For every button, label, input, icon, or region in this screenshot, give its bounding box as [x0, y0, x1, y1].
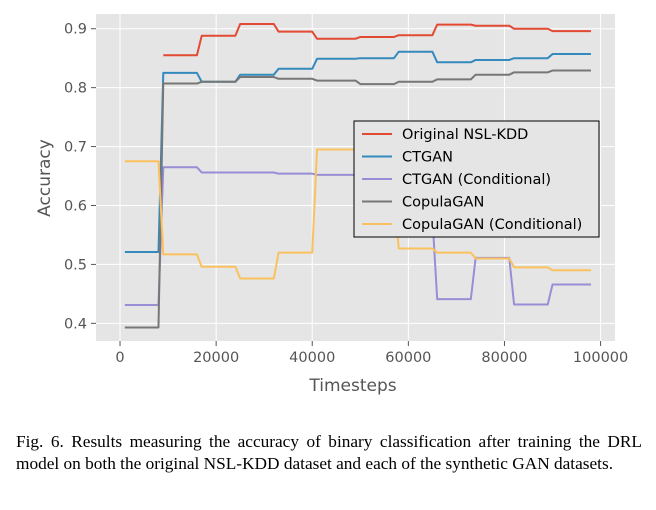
y-tick-label: 0.4	[64, 316, 87, 332]
series-line-original-nsl-kdd	[163, 23, 591, 57]
x-tick-label: 60000	[385, 350, 431, 366]
legend-label-original-nsl-kdd: Original NSL-KDD	[402, 127, 528, 143]
y-tick-label: 0.6	[64, 198, 87, 214]
series-line-copulagan	[124, 69, 591, 329]
x-tick-label: 20000	[193, 350, 239, 366]
x-axis-title: Timesteps	[308, 376, 396, 396]
y-tick-label: 0.7	[64, 140, 87, 156]
x-tick-label: 40000	[289, 350, 335, 366]
y-tick-label: 0.8	[64, 81, 87, 97]
legend-label-copulagan-conditional: CopulaGAN (Conditional)	[402, 217, 582, 233]
chart: 0 20000 40000 60000 80000 100000 0.4 0.5 0.6 0.7 0…	[35, 14, 628, 396]
legend-label-ctgan-conditional: CTGAN (Conditional)	[402, 172, 551, 188]
figure-caption: Fig. 6. Results measuring the accuracy o…	[16, 432, 642, 473]
legend-label-ctgan: CTGAN	[402, 150, 453, 166]
x-tick-label: 0	[115, 350, 124, 366]
series-line-ctgan	[124, 50, 591, 254]
legend-label-copulagan: CopulaGAN	[402, 195, 484, 211]
legend-box	[353, 120, 600, 238]
x-tick-label: 100000	[573, 350, 628, 366]
ticks: 0 20000 40000 60000 80000 100000 0.4 0.5 0.6 0.7 0…	[64, 22, 628, 366]
legend: Original NSL-KDD CTGAN CTGAN (Conditional)…	[353, 120, 600, 238]
y-tick-label: 0.9	[64, 22, 87, 38]
y-axis-title: Accuracy	[35, 139, 55, 217]
y-tick-label: 0.5	[64, 257, 87, 273]
x-tick-label: 80000	[481, 350, 527, 366]
